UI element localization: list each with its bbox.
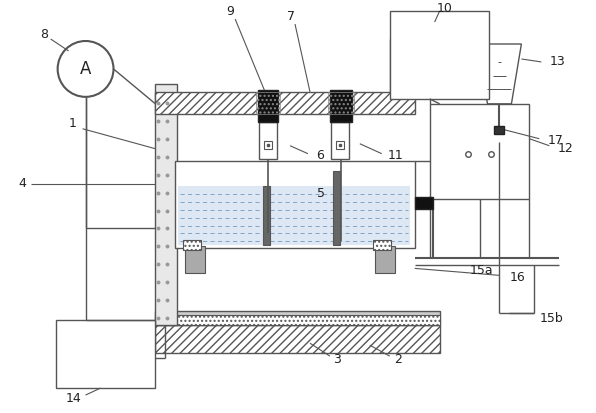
Bar <box>55 320 156 388</box>
Bar <box>175 161 415 249</box>
Bar <box>156 84 178 325</box>
Bar <box>415 197 433 209</box>
Text: 1: 1 <box>69 117 76 130</box>
Text: 5: 5 <box>317 187 325 200</box>
Text: 3: 3 <box>333 353 341 366</box>
Text: 6: 6 <box>316 149 324 162</box>
Text: 2: 2 <box>394 353 402 366</box>
Bar <box>156 315 440 325</box>
Text: 9: 9 <box>226 5 234 18</box>
Text: 11: 11 <box>388 149 403 162</box>
Text: 13: 13 <box>550 55 565 69</box>
Text: 15b: 15b <box>539 312 563 325</box>
Bar <box>256 92 280 114</box>
Bar <box>263 185 270 245</box>
Bar <box>259 122 277 159</box>
Text: 4: 4 <box>19 177 27 190</box>
Text: 14: 14 <box>66 392 82 405</box>
Bar <box>375 247 395 273</box>
Text: 7: 7 <box>287 9 295 23</box>
Bar <box>258 90 278 122</box>
Bar <box>264 141 272 149</box>
Bar <box>430 104 529 199</box>
Bar <box>156 325 440 353</box>
Text: 10: 10 <box>437 2 452 14</box>
Bar <box>333 171 340 245</box>
Bar <box>331 122 349 159</box>
Bar <box>336 141 344 149</box>
Bar <box>184 240 201 250</box>
Bar <box>328 92 354 114</box>
Bar <box>330 90 352 122</box>
Bar <box>185 247 205 273</box>
Text: 12: 12 <box>557 142 573 155</box>
Bar <box>156 311 440 325</box>
Polygon shape <box>477 44 522 104</box>
Text: 17: 17 <box>547 134 563 147</box>
Text: 16: 16 <box>510 271 525 284</box>
Bar <box>390 11 489 99</box>
Text: 8: 8 <box>40 28 48 40</box>
Bar <box>390 39 412 94</box>
Bar <box>495 126 504 134</box>
Bar <box>156 92 415 114</box>
Bar <box>178 185 409 245</box>
Bar <box>373 240 391 250</box>
Text: A: A <box>80 60 91 78</box>
Text: 15a: 15a <box>470 264 493 277</box>
